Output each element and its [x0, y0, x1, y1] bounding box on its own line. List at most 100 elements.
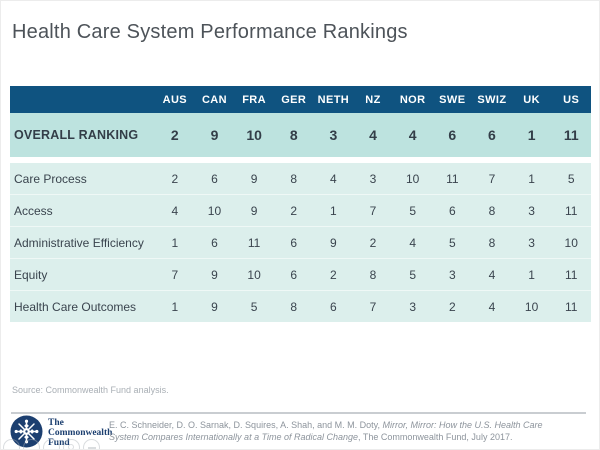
column-header-ger: GER: [281, 93, 307, 106]
column-header-us: US: [563, 93, 580, 106]
overall-value-us: 11: [563, 127, 579, 143]
rank-value-swe: 2: [448, 299, 456, 314]
table-row: Health Care Outcomes 1 9 5 8 6 7 3 2 4 10 11: [10, 290, 591, 322]
column-header-nor: NOR: [399, 93, 426, 106]
rank-value-can: 9: [211, 299, 218, 314]
overall-ranking-row: OVERALL RANKING 2 9 10 8 3 4 4 6 6 1 11: [10, 113, 591, 157]
row-label: Care Process: [14, 171, 87, 186]
row-label: Administrative Efficiency: [14, 235, 144, 250]
rank-value-swe: 11: [446, 171, 459, 186]
rank-value-nz: 7: [369, 203, 377, 218]
table-body: Care Process 2 6 9 8 4 3 10 11 7 1 5 Access 4 10 9 2 1 7 5 6…: [10, 163, 591, 322]
column-header-nz: NZ: [365, 93, 381, 106]
rank-value-nz: 8: [369, 267, 377, 282]
table-row: Access 4 10 9 2 1 7 5 6 8 3 11: [10, 194, 591, 226]
column-header-neth: NETH: [317, 93, 350, 106]
rank-value-fra: 11: [247, 235, 261, 250]
table-header-row: AUS CAN FRA GER NETH NZ NOR SWE SWIZ UK US: [10, 86, 591, 113]
rank-value-aus: 7: [171, 267, 179, 282]
rank-value-nor: 5: [409, 267, 416, 282]
row-label: Access: [14, 203, 53, 218]
footer-divider: [11, 412, 586, 414]
table-row: Care Process 2 6 9 8 4 3 10 11 7 1 5: [10, 163, 591, 194]
rank-value-neth: 1: [330, 203, 337, 218]
rank-value-uk: 1: [528, 267, 535, 282]
overall-value-fra: 10: [246, 127, 262, 143]
rank-value-can: 6: [211, 235, 218, 250]
commonwealth-fund-snowflake-icon: [10, 415, 43, 449]
rank-value-swiz: 4: [488, 267, 496, 282]
column-header-uk: UK: [523, 93, 540, 106]
column-header-swiz: SWIZ: [477, 93, 507, 106]
rank-value-nor: 4: [409, 235, 416, 250]
rank-value-swiz: 7: [488, 171, 496, 186]
faded-zoom-button[interactable]: [63, 439, 80, 449]
faded-share-button-3[interactable]: [43, 439, 60, 449]
rank-value-aus: 1: [171, 299, 179, 314]
rank-value-fra: 9: [250, 203, 258, 218]
rank-value-fra: 5: [250, 299, 258, 314]
rank-value-fra: 10: [247, 267, 261, 282]
faded-share-button-2[interactable]: [23, 439, 40, 449]
citation-publisher: , The Commonwealth Fund, July 2017.: [358, 432, 513, 442]
rank-value-ger: 6: [290, 235, 298, 250]
overall-value-ger: 8: [289, 127, 298, 143]
rank-value-can: 10: [207, 203, 222, 218]
rank-value-can: 6: [211, 171, 218, 186]
column-header-can: CAN: [201, 93, 227, 106]
overall-value-nz: 4: [369, 127, 377, 143]
rank-value-neth: 6: [330, 299, 337, 314]
rank-value-uk: 3: [528, 203, 535, 218]
rank-value-nor: 5: [409, 203, 416, 218]
rank-value-ger: 2: [290, 203, 298, 218]
column-header-swe: SWE: [439, 93, 466, 106]
rank-value-us: 11: [564, 299, 578, 314]
rank-value-ger: 6: [290, 267, 298, 282]
overall-value-swiz: 6: [488, 127, 496, 143]
rank-value-nor: 10: [405, 171, 420, 186]
row-label: Health Care Outcomes: [14, 299, 137, 314]
rank-value-aus: 4: [171, 203, 179, 218]
overall-value-swe: 6: [448, 127, 457, 143]
table-row: Equity 7 9 10 6 2 8 5 3 4 1 11: [10, 258, 591, 290]
rank-value-us: 10: [564, 235, 578, 250]
rank-value-aus: 2: [171, 171, 179, 186]
rank-value-us: 5: [567, 171, 575, 186]
rank-value-uk: 3: [528, 235, 535, 250]
rank-value-swe: 5: [448, 235, 456, 250]
row-label-overall: OVERALL RANKING: [14, 128, 139, 142]
rank-value-uk: 10: [524, 299, 539, 314]
rank-value-neth: 4: [330, 171, 337, 186]
rank-value-swe: 3: [448, 267, 456, 282]
rank-value-swiz: 4: [488, 299, 496, 314]
page-title: Health Care System Performance Rankings: [12, 21, 408, 43]
rank-value-can: 9: [211, 267, 218, 282]
dash-icon: [88, 447, 96, 449]
rank-value-neth: 2: [330, 267, 337, 282]
rank-value-us: 11: [564, 203, 578, 218]
source-note: Source: Commonwealth Fund analysis.: [12, 385, 169, 395]
rank-value-swiz: 8: [488, 235, 496, 250]
table-row: Administrative Efficiency 1 6 11 6 9 2 4 5 8 3 10: [10, 226, 591, 258]
overall-value-aus: 2: [170, 127, 179, 143]
column-header-fra: FRA: [242, 93, 266, 106]
rank-value-us: 11: [564, 267, 578, 282]
citation: E. C. Schneider, D. O. Sarnak, D. Squire…: [109, 419, 571, 443]
rank-value-neth: 9: [330, 235, 337, 250]
rank-value-nz: 3: [369, 171, 377, 186]
faded-share-button-1[interactable]: [3, 439, 20, 449]
rank-value-ger: 8: [290, 299, 298, 314]
rank-value-uk: 1: [528, 171, 535, 186]
magnifier-icon: [68, 444, 74, 449]
citation-report-title: Mirror, Mirror: How the U.S. Health Care…: [109, 420, 543, 442]
overall-value-can: 9: [210, 127, 219, 143]
faded-more-button[interactable]: [83, 439, 100, 449]
rank-value-aus: 1: [171, 235, 179, 250]
overall-value-uk: 1: [527, 127, 536, 143]
overall-value-nor: 4: [408, 127, 417, 143]
rank-value-nz: 2: [369, 235, 377, 250]
column-header-aus: AUS: [162, 93, 188, 106]
rankings-table: AUS CAN FRA GER NETH NZ NOR SWE SWIZ UK US OVERALL…: [10, 86, 591, 322]
rank-value-swe: 6: [448, 203, 456, 218]
